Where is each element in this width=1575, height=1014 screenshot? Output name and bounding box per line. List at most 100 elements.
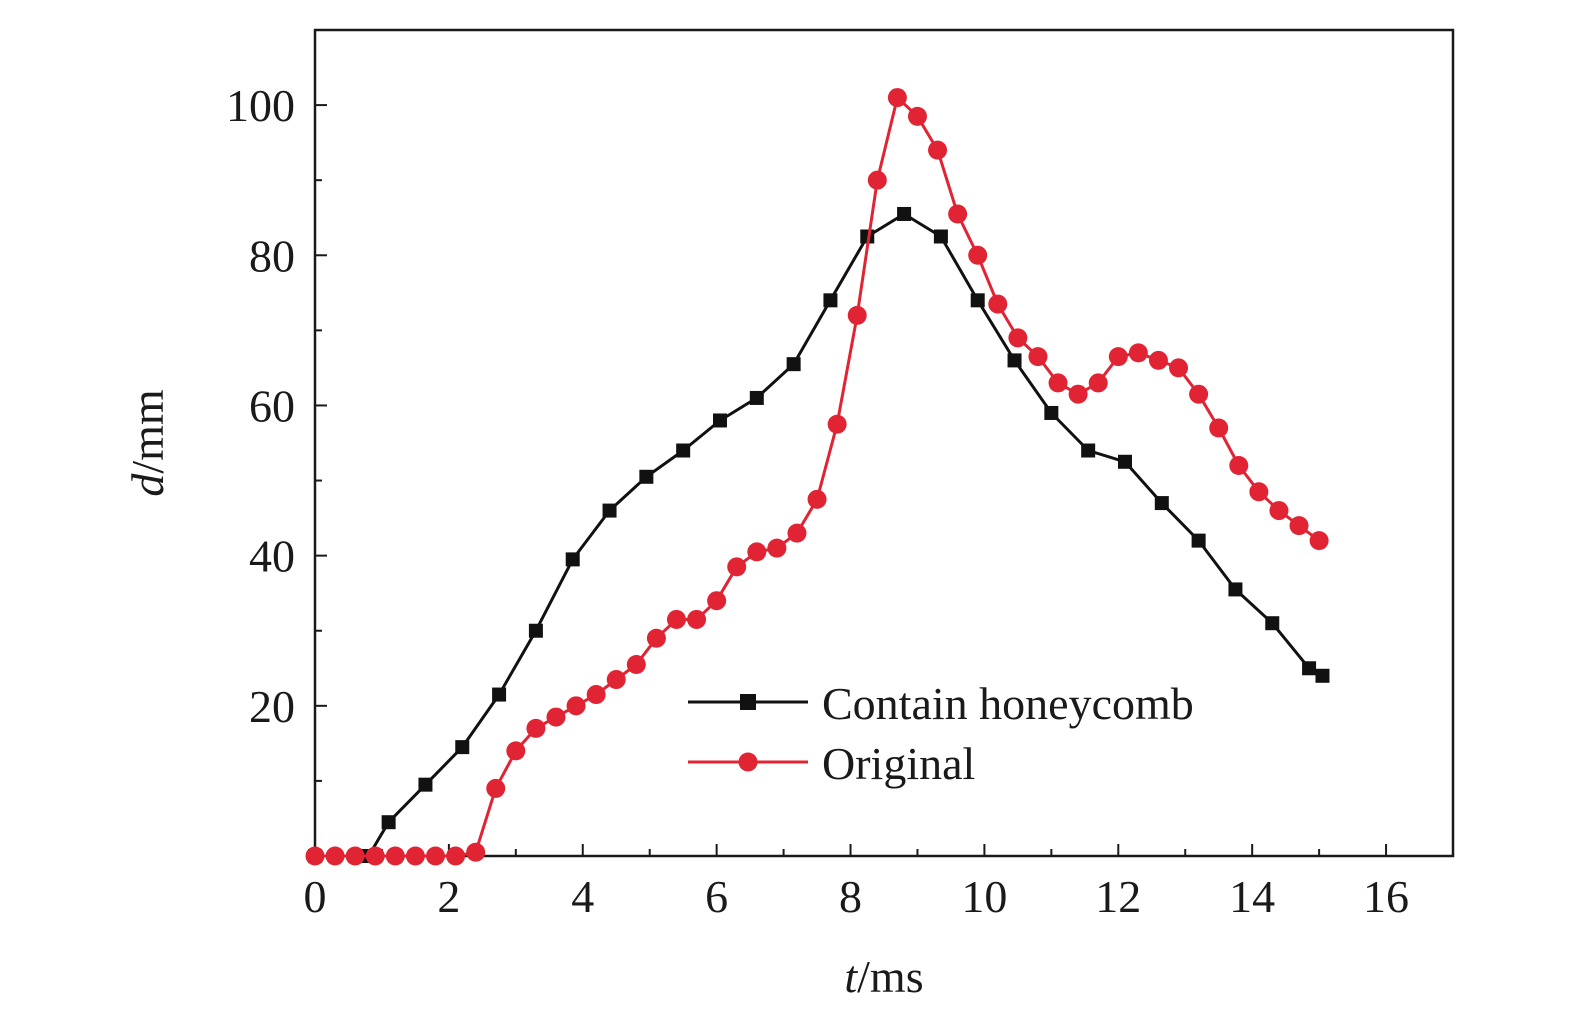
data-point (492, 687, 507, 702)
y-axis-unit: /mm (122, 389, 173, 474)
x-tick-label: 16 (1363, 871, 1409, 922)
data-point (1191, 533, 1206, 548)
data-point (425, 846, 445, 866)
data-point (639, 469, 654, 484)
x-tick-label: 14 (1229, 871, 1275, 922)
x-tick-label: 2 (437, 871, 460, 922)
data-point (1044, 405, 1059, 420)
data-point (1048, 373, 1068, 393)
data-point (1088, 373, 1108, 393)
data-point (381, 815, 396, 830)
legend: Contain honeycomb Original (688, 678, 1194, 789)
x-axis-title: t/ms (844, 951, 923, 1002)
data-point (827, 414, 847, 434)
data-point (1028, 347, 1048, 367)
data-point (1007, 353, 1022, 368)
data-point (305, 846, 325, 866)
x-axis-unit: /ms (857, 951, 923, 1002)
data-point (446, 846, 466, 866)
data-point (707, 591, 727, 611)
data-point (1209, 418, 1229, 438)
data-point (1229, 456, 1249, 476)
data-point (602, 503, 617, 518)
plot-frame (313, 28, 1455, 858)
data-point (1081, 443, 1096, 458)
data-point (565, 552, 580, 567)
y-tick-label: 80 (249, 230, 295, 281)
data-point (526, 718, 546, 738)
legend-marker-square (740, 694, 756, 710)
data-point (1108, 347, 1128, 367)
data-point (566, 696, 586, 716)
legend-label-contain-honeycomb: Contain honeycomb (822, 678, 1194, 729)
x-tick-label: 12 (1095, 871, 1141, 922)
data-point (506, 741, 526, 761)
data-point (1289, 516, 1309, 536)
plot-area (313, 28, 1455, 858)
data-point (1309, 531, 1329, 551)
data-point (486, 778, 506, 798)
y-tick-labels: 20 40 60 80 100 (226, 80, 295, 732)
data-point (747, 542, 767, 562)
data-point (646, 628, 666, 648)
data-point (345, 846, 365, 866)
data-point (1249, 482, 1269, 502)
data-point (676, 443, 691, 458)
data-point (968, 245, 988, 265)
data-point (466, 842, 486, 862)
data-point (1228, 582, 1243, 597)
data-point (807, 489, 827, 509)
data-point (1154, 496, 1169, 511)
data-point (687, 609, 707, 629)
x-tick-labels: 0 2 4 6 8 10 12 14 16 (304, 871, 1410, 922)
x-tick-label: 0 (304, 871, 327, 922)
data-point (712, 413, 727, 428)
axis-ticks (315, 104, 1388, 856)
data-point (626, 655, 646, 675)
x-tick-label: 6 (705, 871, 728, 922)
data-point (847, 305, 867, 325)
data-point (666, 609, 686, 629)
data-point (970, 293, 985, 308)
data-point (1117, 454, 1132, 469)
x-tick-label: 10 (961, 871, 1007, 922)
data-point (325, 846, 345, 866)
series-contain-honeycomb (308, 206, 1330, 863)
data-point (907, 106, 927, 126)
data-point (405, 846, 425, 866)
series-layer (305, 88, 1330, 866)
data-point (928, 140, 948, 160)
y-axis-title: d/mm (122, 389, 173, 497)
data-point (365, 846, 385, 866)
data-point (606, 670, 626, 690)
data-point (749, 390, 764, 405)
data-point (933, 229, 948, 244)
x-tick-label: 4 (571, 871, 594, 922)
series-line-contain-honeycomb (315, 212, 1324, 858)
data-point (1269, 501, 1289, 521)
data-point (418, 777, 433, 792)
legend-item-original: Original (688, 738, 975, 789)
x-axis-variable: t (844, 951, 858, 1002)
x-tick-label: 8 (839, 871, 862, 922)
data-point (546, 707, 566, 727)
data-point (787, 523, 807, 543)
data-point (1008, 328, 1028, 348)
data-point (385, 846, 405, 866)
y-tick-label: 100 (226, 80, 295, 131)
data-point (528, 623, 543, 638)
y-tick-label: 60 (249, 380, 295, 431)
data-point (767, 538, 787, 558)
data-point (786, 357, 801, 372)
legend-label-original: Original (822, 738, 975, 789)
legend-item-contain-honeycomb: Contain honeycomb (688, 678, 1194, 729)
data-point (1169, 358, 1189, 378)
data-point (727, 557, 747, 577)
data-point (1315, 668, 1330, 683)
y-tick-label: 40 (249, 531, 295, 582)
data-point (1148, 350, 1168, 370)
data-point (948, 204, 968, 224)
legend-marker-circle (738, 752, 758, 772)
data-point (1189, 384, 1209, 404)
